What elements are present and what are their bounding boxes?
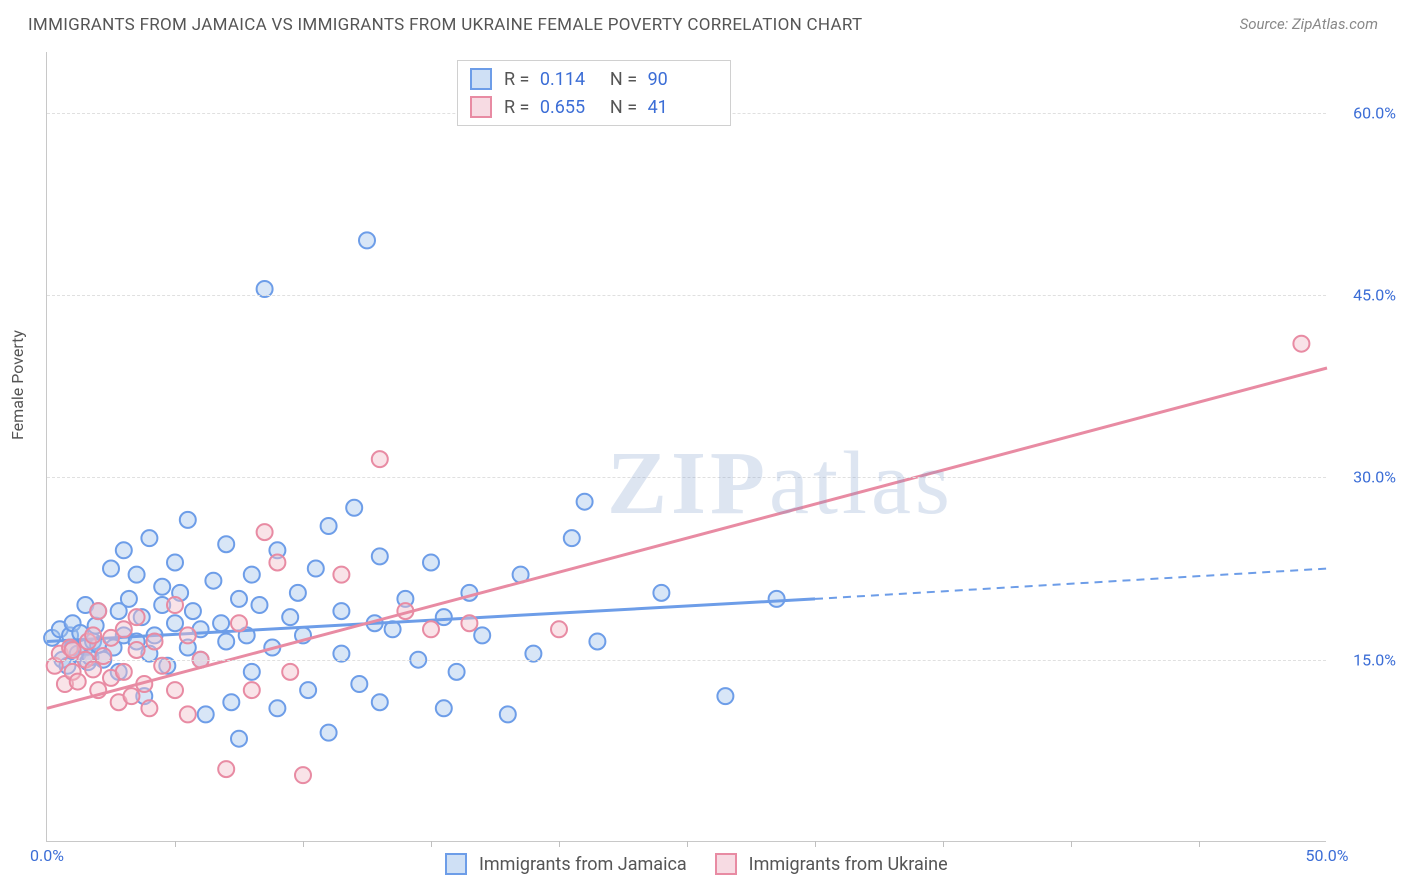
stats-row: R = 0.114 N = 90: [470, 65, 718, 93]
y-tick-label: 30.0%: [1336, 468, 1396, 487]
stat-n-label: N =: [610, 97, 642, 118]
legend-swatch: [470, 68, 492, 90]
x-tick-mark: [303, 841, 304, 847]
x-tick-mark: [815, 841, 816, 847]
legend-swatch: [445, 853, 467, 875]
scatter-plot-svg: [47, 52, 1326, 841]
x-tick-mark: [1199, 841, 1200, 847]
x-tick-mark: [431, 841, 432, 847]
legend-label: Immigrants from Jamaica: [479, 854, 687, 875]
x-tick-label: 50.0%: [1306, 846, 1349, 865]
y-tick-label: 60.0%: [1336, 103, 1396, 122]
source-label: Source: ZipAtlas.com: [1240, 15, 1378, 33]
chart-title: IMMIGRANTS FROM JAMAICA VS IMMIGRANTS FR…: [28, 15, 862, 35]
stat-n-value: 90: [648, 69, 698, 90]
gridline: [47, 660, 1326, 661]
x-tick-mark: [1071, 841, 1072, 847]
legend-swatch: [470, 96, 492, 118]
stat-r-value: 0.655: [540, 97, 590, 118]
stat-r-value: 0.114: [540, 69, 590, 90]
stat-r-label: R =: [504, 97, 534, 118]
correlation-stats-legend: R = 0.114 N = 90 R = 0.655 N = 41: [457, 60, 731, 126]
gridline: [47, 295, 1326, 296]
x-tick-mark: [687, 841, 688, 847]
y-tick-label: 15.0%: [1336, 650, 1396, 669]
x-tick-label: 0.0%: [30, 846, 64, 865]
legend-item: Immigrants from Jamaica: [445, 853, 687, 875]
x-tick-mark: [559, 841, 560, 847]
x-tick-mark: [175, 841, 176, 847]
stats-row: R = 0.655 N = 41: [470, 93, 718, 121]
stat-r-label: R =: [504, 69, 534, 90]
series-legend: Immigrants from Jamaica Immigrants from U…: [437, 853, 956, 875]
stat-n-label: N =: [610, 69, 642, 90]
gridline: [47, 477, 1326, 478]
stat-n-value: 41: [648, 97, 698, 118]
x-tick-mark: [943, 841, 944, 847]
y-axis-label: Female Poverty: [8, 330, 27, 440]
chart-plot-area: ZIPatlas R = 0.114N = 90R = 0.655N = 41 …: [46, 52, 1326, 842]
y-tick-label: 45.0%: [1336, 286, 1396, 305]
legend-label: Immigrants from Ukraine: [749, 854, 948, 875]
legend-swatch: [715, 853, 737, 875]
legend-item: Immigrants from Ukraine: [715, 853, 948, 875]
